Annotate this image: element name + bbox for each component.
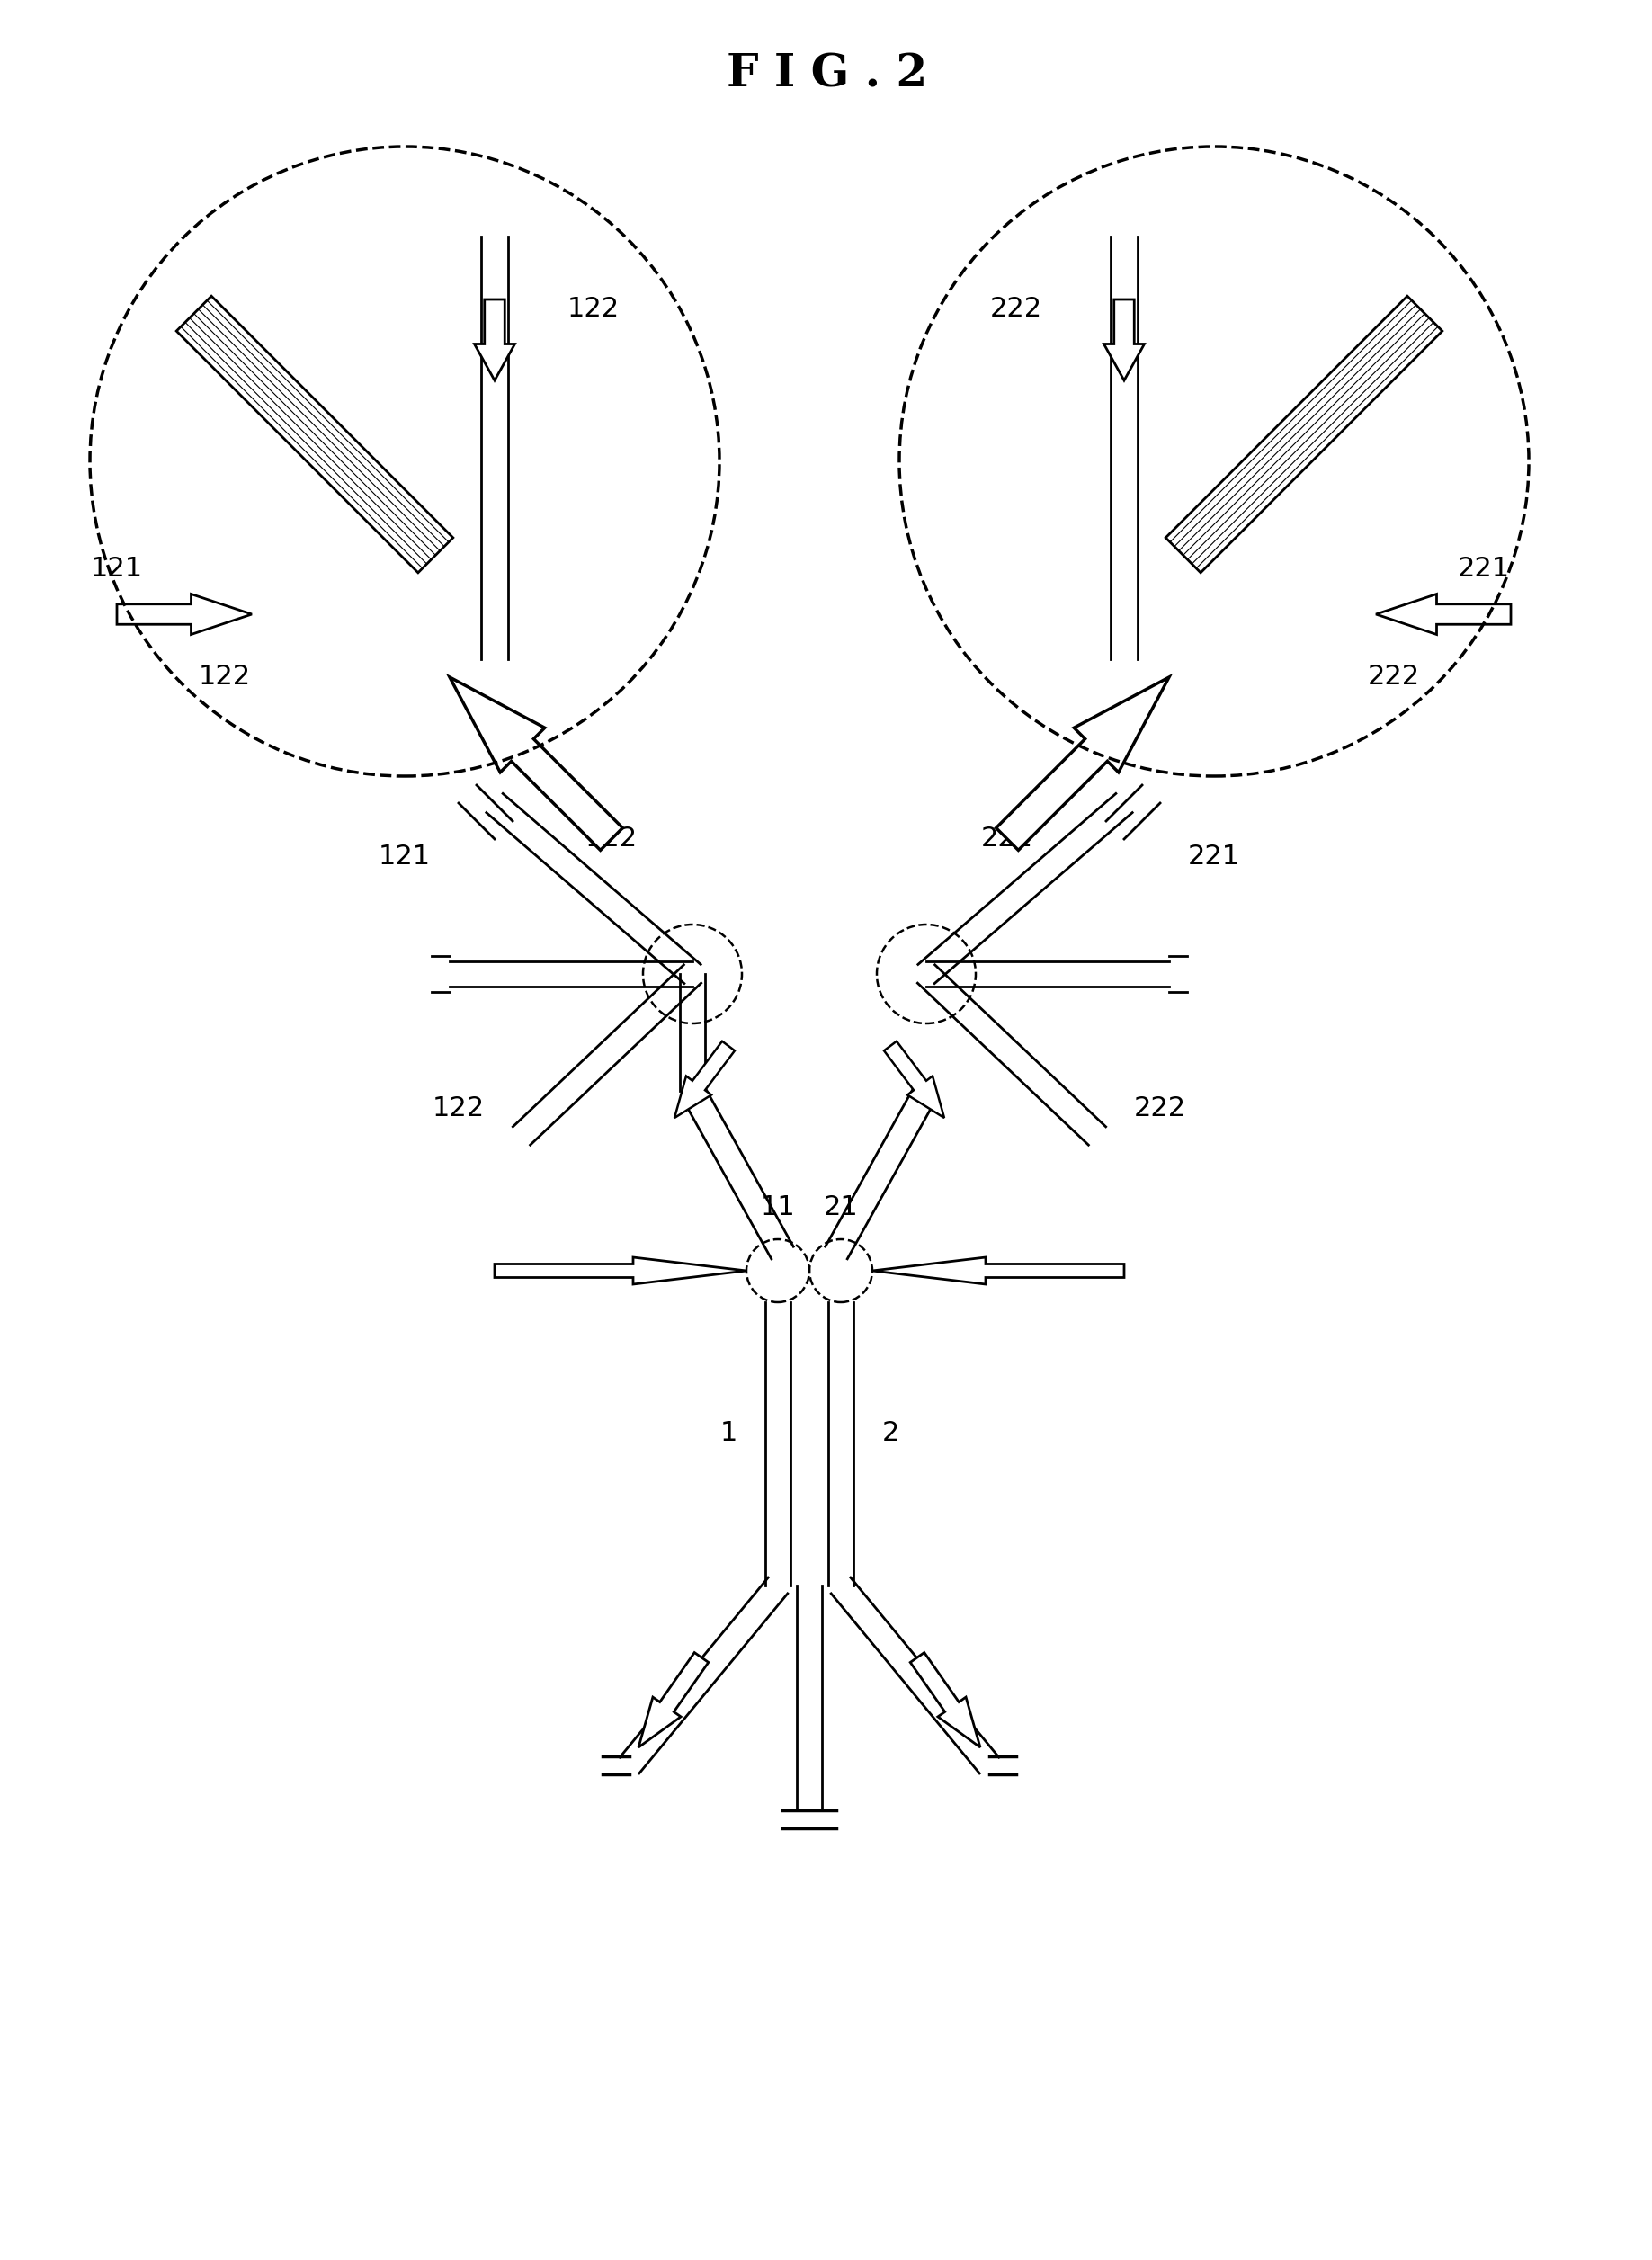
Polygon shape — [1166, 296, 1442, 572]
Polygon shape — [494, 1257, 747, 1284]
Polygon shape — [996, 678, 1170, 850]
Text: 21: 21 — [823, 1196, 859, 1220]
Text: 222: 222 — [981, 825, 1034, 852]
Text: F I G . 2: F I G . 2 — [727, 52, 928, 97]
Text: 2: 2 — [882, 1419, 899, 1446]
Text: 221: 221 — [1188, 843, 1241, 870]
Text: 1: 1 — [720, 1419, 737, 1446]
Text: 11: 11 — [760, 1196, 795, 1220]
Polygon shape — [474, 301, 515, 380]
Polygon shape — [638, 1652, 709, 1747]
Polygon shape — [884, 1042, 945, 1119]
Polygon shape — [177, 296, 453, 572]
Text: 122: 122 — [433, 1096, 484, 1121]
Text: 122: 122 — [198, 664, 251, 689]
Polygon shape — [872, 1257, 1123, 1284]
Polygon shape — [117, 594, 251, 635]
Polygon shape — [674, 1042, 735, 1119]
Polygon shape — [1104, 301, 1145, 380]
Text: 222: 222 — [990, 296, 1042, 321]
Text: 222: 222 — [1368, 664, 1421, 689]
Text: 222: 222 — [1133, 1096, 1186, 1121]
Polygon shape — [1376, 594, 1512, 635]
Text: 122: 122 — [585, 825, 638, 852]
Text: 121: 121 — [378, 843, 431, 870]
Text: 121: 121 — [91, 556, 144, 583]
Polygon shape — [449, 678, 623, 850]
Polygon shape — [910, 1652, 980, 1747]
Text: 221: 221 — [1457, 556, 1510, 583]
Text: 122: 122 — [567, 296, 620, 321]
